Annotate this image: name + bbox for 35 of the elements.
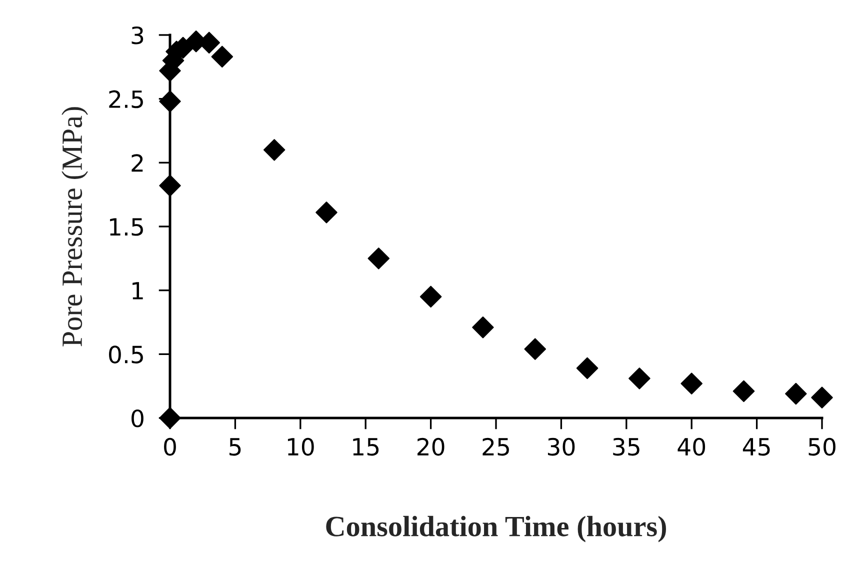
point xyxy=(811,386,833,408)
point xyxy=(472,316,494,338)
y-tick-label: 0 xyxy=(132,409,144,428)
point xyxy=(576,357,598,380)
y-axis-title: Pore Pressure (MPa) xyxy=(62,107,88,346)
y-tick-label: 2.5 xyxy=(109,90,143,108)
point xyxy=(159,174,181,197)
x-tick-label: 5 xyxy=(230,438,241,456)
x-tick-label: 25 xyxy=(482,438,509,456)
point xyxy=(368,248,390,270)
x-tick-label: 50 xyxy=(808,438,836,456)
x-tick-label: 40 xyxy=(678,438,706,456)
x-tick-label: 45 xyxy=(742,438,770,456)
y-tick-label: 0.5 xyxy=(109,346,143,364)
y-tick-label: 1 xyxy=(132,282,143,300)
y-tick-label: 3 xyxy=(132,26,144,44)
point xyxy=(628,368,650,390)
x-tick-label: 30 xyxy=(548,438,575,456)
y-tick-label: 2 xyxy=(132,154,143,172)
x-tick-label: 35 xyxy=(613,438,640,456)
point xyxy=(263,139,286,161)
point xyxy=(420,286,442,308)
x-tick-label: 20 xyxy=(418,438,444,456)
point xyxy=(785,382,807,405)
point xyxy=(680,372,702,394)
point xyxy=(211,46,234,68)
x-tick-label: 15 xyxy=(353,438,379,456)
point xyxy=(159,90,181,112)
point xyxy=(732,380,755,402)
y-tick-label: 1.5 xyxy=(110,218,143,236)
x-tick-label: 0 xyxy=(164,438,176,456)
x-tick-label: 10 xyxy=(288,438,314,456)
point xyxy=(316,202,338,224)
point xyxy=(524,338,546,360)
x-axis-title: Consolidation Time (hours) xyxy=(326,516,666,542)
